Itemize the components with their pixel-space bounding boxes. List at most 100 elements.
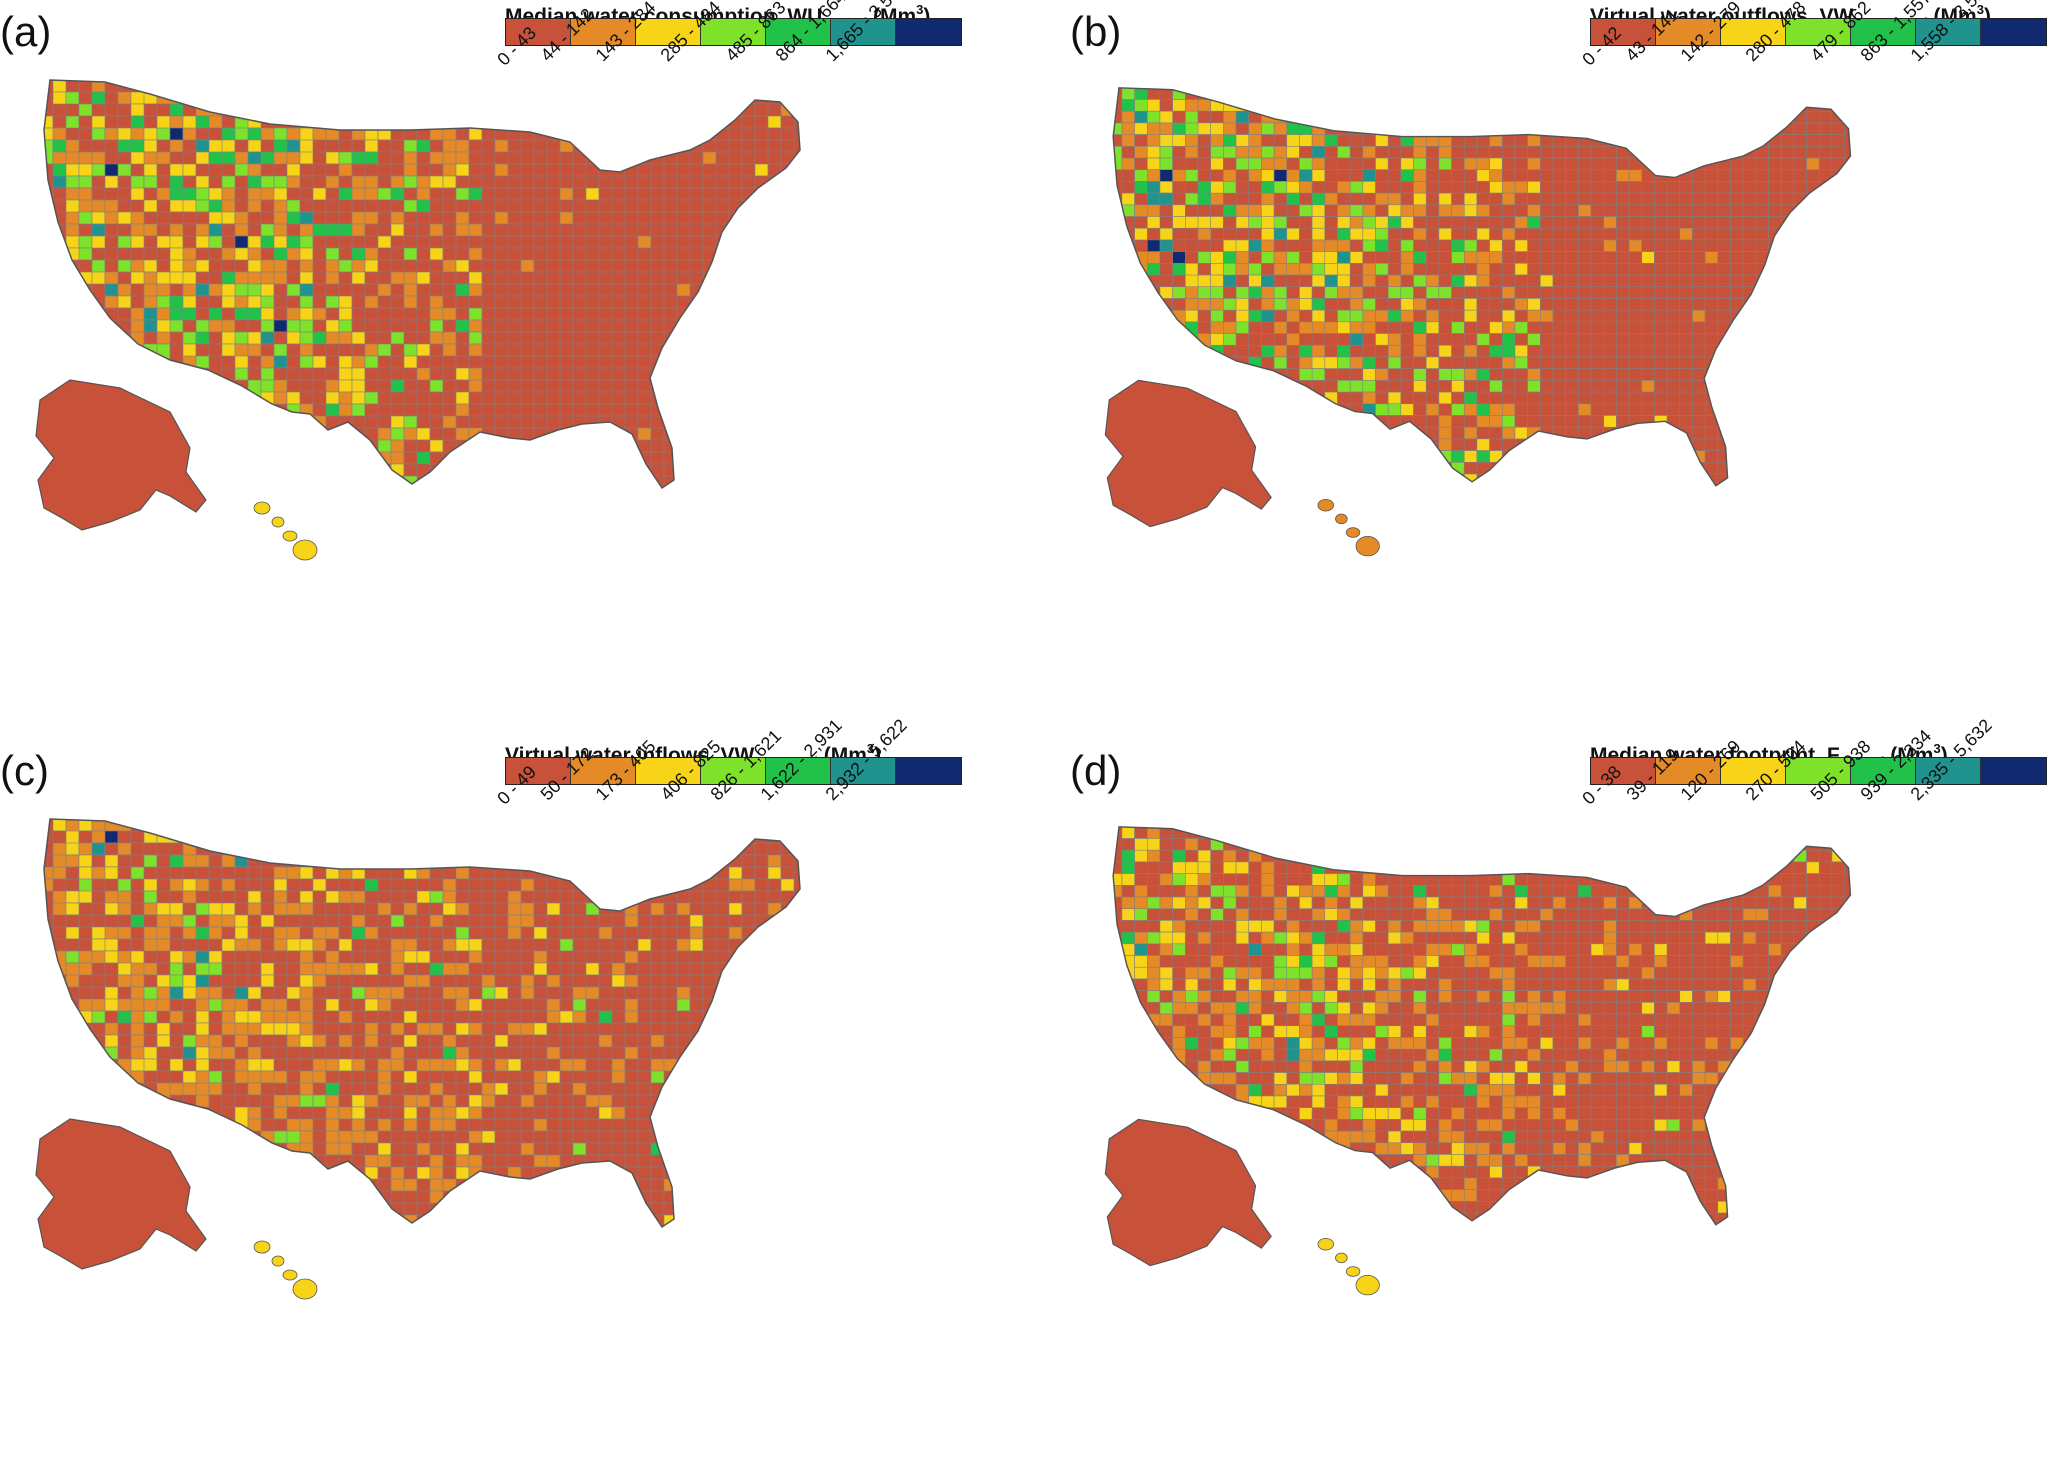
county (624, 1034, 639, 1048)
county (702, 235, 717, 249)
county (507, 1010, 522, 1024)
county (598, 343, 613, 357)
county (481, 902, 496, 916)
county (1235, 1083, 1250, 1108)
county (312, 1010, 327, 1024)
legend-swatch (1916, 19, 1981, 45)
county (1463, 274, 1478, 288)
county (1578, 181, 1592, 194)
county (1451, 1154, 1465, 1167)
county (520, 415, 535, 429)
county (1590, 181, 1605, 194)
panel-label: (a) (0, 8, 52, 55)
county (429, 1058, 444, 1072)
county (1197, 122, 1211, 135)
county (481, 343, 496, 357)
county (1768, 931, 1782, 945)
county (1476, 157, 1490, 171)
county (650, 1022, 665, 1036)
county (1616, 943, 1630, 956)
county (1742, 274, 1757, 288)
county (1717, 309, 1731, 323)
county (351, 914, 366, 928)
county (195, 938, 210, 952)
county (1831, 885, 1845, 898)
county (429, 974, 444, 988)
county (520, 890, 535, 904)
county (1666, 227, 1681, 241)
county (260, 319, 275, 333)
county (364, 1118, 379, 1132)
county (234, 1046, 249, 1060)
county (1375, 333, 1389, 346)
county (1527, 239, 1541, 252)
county (1489, 391, 1503, 405)
county (559, 271, 574, 285)
county (325, 223, 340, 237)
county (624, 1130, 639, 1144)
county (1793, 861, 1807, 874)
county (1514, 227, 1528, 241)
county (338, 914, 353, 928)
county (195, 319, 210, 333)
county (1362, 157, 1376, 171)
county (1755, 978, 1769, 991)
county (390, 175, 405, 189)
county (1540, 157, 1554, 171)
county (1704, 426, 1719, 440)
county (429, 1130, 444, 1144)
county (273, 127, 288, 141)
county (533, 1070, 548, 1084)
county (1514, 169, 1528, 182)
county (1742, 990, 1757, 1003)
county (1197, 990, 1211, 1003)
county (195, 1010, 210, 1024)
panel-label: (c) (0, 747, 49, 794)
county (234, 283, 249, 297)
county (1400, 1072, 1414, 1085)
county (611, 1034, 626, 1048)
county (1413, 1142, 1427, 1155)
county (1616, 391, 1630, 405)
county (1552, 1037, 1566, 1050)
county (715, 938, 730, 952)
county (390, 403, 405, 417)
county (585, 1154, 600, 1168)
county (312, 235, 327, 249)
county (1451, 450, 1465, 463)
county (1692, 1048, 1706, 1062)
county (507, 379, 522, 393)
county (1590, 920, 1605, 933)
county (1641, 403, 1655, 416)
county (1628, 1060, 1643, 1073)
county (1210, 110, 1224, 124)
county (1425, 1037, 1440, 1050)
county (1590, 216, 1605, 229)
county (1514, 1025, 1528, 1038)
county (1666, 1142, 1681, 1155)
county (624, 1106, 639, 1120)
county (1780, 885, 1795, 898)
county (260, 1094, 275, 1108)
county (377, 878, 392, 892)
county (325, 163, 340, 177)
county (1666, 204, 1681, 217)
county (728, 175, 743, 189)
county (351, 355, 366, 369)
county (1552, 896, 1566, 910)
county (1286, 274, 1300, 288)
county (1793, 122, 1807, 135)
county (1514, 286, 1528, 299)
conus-outline (1112, 87, 1852, 487)
county (702, 163, 717, 177)
county (624, 1046, 639, 1060)
county (1311, 146, 1326, 159)
county (1400, 333, 1414, 346)
county (650, 1046, 665, 1060)
county (1400, 321, 1414, 334)
county (1489, 1072, 1503, 1085)
county (468, 355, 483, 369)
county (520, 1094, 535, 1108)
county (312, 926, 327, 940)
county (1425, 274, 1440, 288)
